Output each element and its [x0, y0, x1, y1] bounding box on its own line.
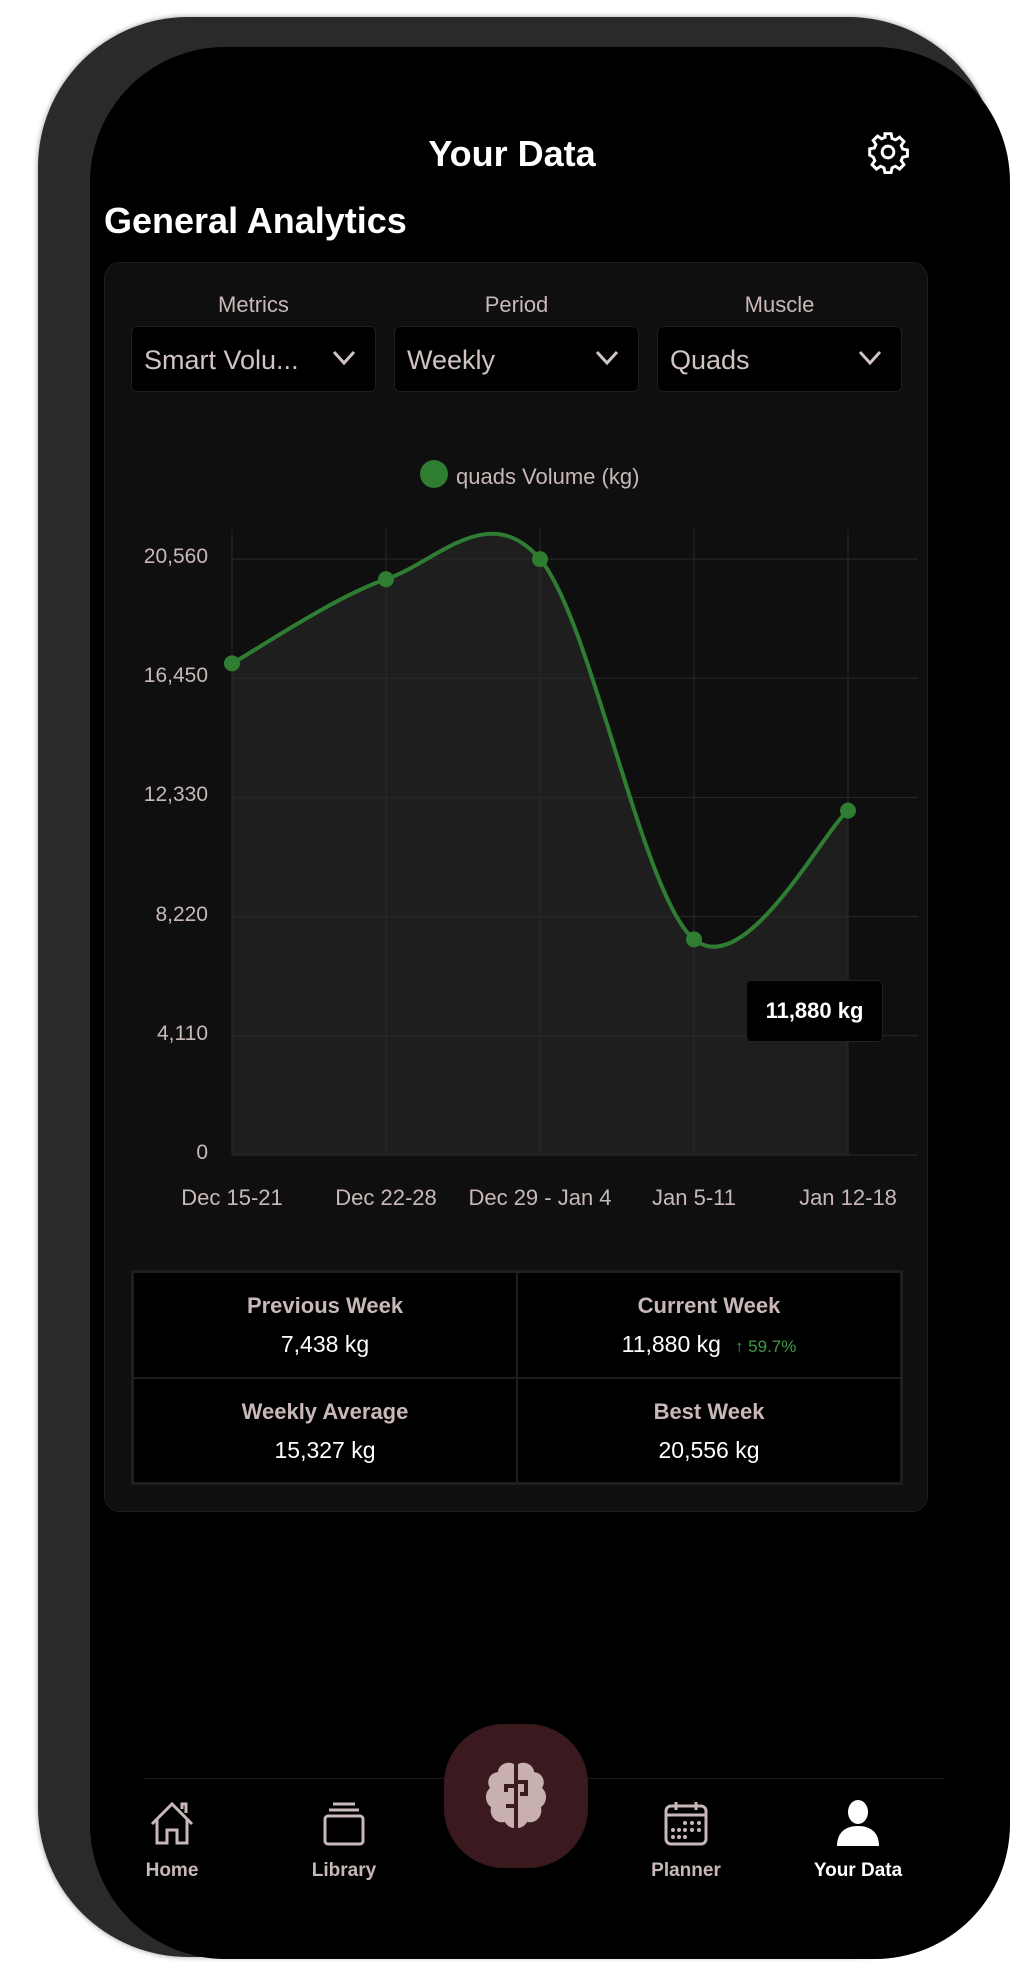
home-icon — [150, 1801, 194, 1845]
change-badge: ↑ 59.7% — [734, 1337, 797, 1356]
section-title: General Analytics — [104, 200, 407, 241]
ai-coach-button[interactable] — [444, 1724, 588, 1868]
metrics-value: Smart Volu... — [144, 345, 299, 375]
nav-planner[interactable]: Planner — [621, 1800, 751, 1882]
data-point — [532, 551, 548, 568]
x-tick-label: Jan 12-18 — [799, 1185, 897, 1210]
x-tick-label: Jan 5-11 — [652, 1185, 736, 1210]
page-title: Your Data — [428, 133, 596, 174]
stat-best-week: Best Week 20,556 kg — [517, 1377, 901, 1483]
y-tick-label: 0 — [196, 1141, 208, 1164]
chart-tooltip: 11,880 kg — [746, 980, 883, 1042]
stats-grid: Previous Week 7,438 kg Current Week 11,880… — [131, 1270, 903, 1485]
stat-label: Current Week — [637, 1293, 781, 1318]
series-line — [231, 531, 850, 949]
y-tick-label: 8,220 — [155, 902, 208, 926]
stat-label: Best Week — [653, 1398, 765, 1424]
metrics-label: Metrics — [218, 292, 289, 317]
x-tick-label: Dec 22-28 — [335, 1185, 437, 1210]
chevron-down-icon — [595, 350, 619, 366]
chevron-down-icon — [332, 350, 356, 366]
data-point — [378, 571, 394, 588]
nav-home[interactable]: Home — [107, 1800, 237, 1882]
y-tick-label: 4,110 — [157, 1021, 208, 1045]
brain-icon — [485, 1762, 547, 1828]
data-point — [686, 931, 702, 948]
stat-value: 11,880 kg — [621, 1331, 721, 1357]
nav-your-data[interactable]: Your Data — [793, 1800, 923, 1882]
legend-dot — [420, 460, 448, 488]
nav-library[interactable]: Library — [279, 1800, 409, 1882]
data-point — [224, 655, 240, 672]
chevron-down-icon — [858, 350, 882, 366]
gear-icon[interactable] — [866, 130, 910, 174]
line-chart — [224, 529, 918, 1156]
y-tick-label: 12,330 — [143, 783, 208, 807]
period-label: Period — [484, 292, 549, 317]
legend-label: quads Volume (kg) — [456, 464, 640, 489]
stat-value: 15,327 kg — [274, 1436, 376, 1463]
period-dropdown[interactable]: Weekly — [394, 326, 639, 392]
stat-current-week: Current Week 11,880 kg ↑ 59.7% — [517, 1272, 901, 1378]
nav-label: Planner — [651, 1860, 721, 1881]
calendar-icon — [664, 1802, 708, 1846]
x-tick-label: Dec 15-21 — [181, 1185, 283, 1210]
stat-previous-week: Previous Week 7,438 kg — [133, 1272, 517, 1378]
data-point — [840, 802, 856, 819]
stat-label: Previous Week — [246, 1293, 404, 1318]
nav-label: Library — [311, 1860, 377, 1881]
nav-label: Home — [145, 1860, 199, 1881]
user-icon — [837, 1800, 879, 1846]
muscle-value: Quads — [670, 345, 750, 375]
muscle-dropdown[interactable]: Quads — [657, 326, 902, 392]
nav-label: Your Data — [813, 1860, 903, 1881]
stat-label: Weekly Average — [241, 1398, 409, 1424]
y-tick-label: 20,560 — [143, 545, 208, 568]
stat-value: 7,438 kg — [280, 1331, 370, 1357]
stat-value: 20,556 kg — [658, 1436, 760, 1463]
metrics-dropdown[interactable]: Smart Volu... — [131, 326, 376, 392]
period-value: Weekly — [407, 345, 496, 375]
chart-legend[interactable]: quads Volume (kg) — [420, 460, 639, 490]
library-icon — [323, 1802, 365, 1846]
stat-weekly-average: Weekly Average 15,327 kg — [133, 1377, 517, 1483]
muscle-label: Muscle — [744, 292, 815, 317]
x-tick-label: Dec 29 - Jan 4 — [468, 1185, 612, 1210]
y-tick-label: 16,450 — [143, 664, 208, 688]
